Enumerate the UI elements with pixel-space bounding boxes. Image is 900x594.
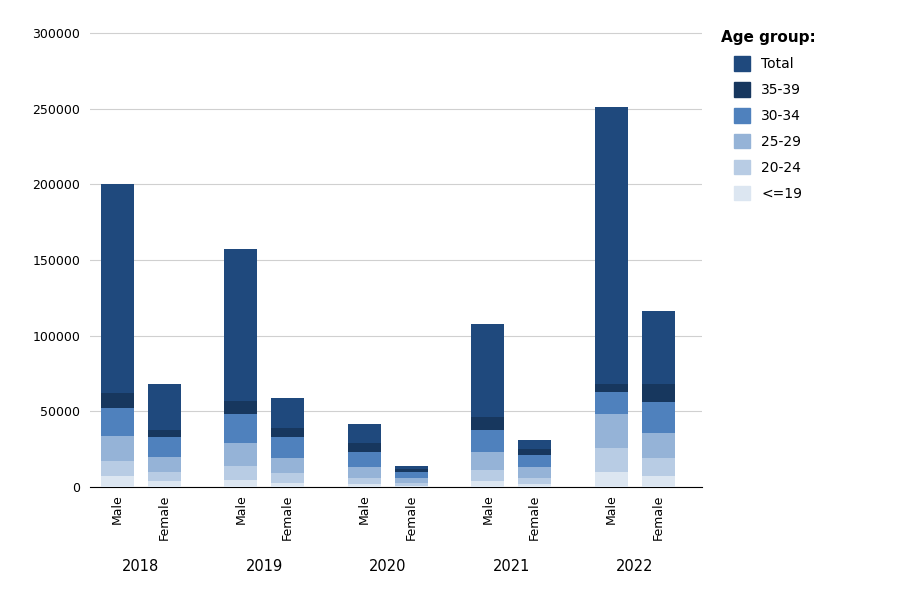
Text: 2021: 2021 <box>492 560 530 574</box>
Text: 2022: 2022 <box>616 560 653 574</box>
Bar <box>595 448 628 472</box>
Bar <box>101 462 134 476</box>
Bar <box>518 449 551 455</box>
Bar <box>224 249 257 401</box>
Text: 2019: 2019 <box>246 560 283 574</box>
Bar <box>642 384 675 402</box>
Bar <box>271 428 304 437</box>
Bar <box>148 481 181 487</box>
Bar <box>148 384 181 429</box>
Bar <box>348 424 381 443</box>
Bar <box>472 481 504 487</box>
Bar <box>518 467 551 478</box>
Bar <box>348 467 381 478</box>
Bar <box>394 478 428 482</box>
Bar <box>224 479 257 487</box>
Bar <box>518 484 551 487</box>
Bar <box>271 473 304 482</box>
Bar <box>394 469 428 472</box>
Bar <box>348 484 381 487</box>
Bar <box>472 324 504 418</box>
Bar <box>394 482 428 485</box>
Bar <box>642 432 675 459</box>
Bar <box>472 452 504 470</box>
Bar <box>224 401 257 415</box>
Bar <box>148 437 181 457</box>
Bar <box>595 391 628 415</box>
Bar <box>595 107 628 384</box>
Text: 2020: 2020 <box>369 560 407 574</box>
Legend: Total, 35-39, 30-34, 25-29, 20-24, <=19: Total, 35-39, 30-34, 25-29, 20-24, <=19 <box>716 25 821 206</box>
Bar <box>271 482 304 487</box>
Bar <box>348 452 381 467</box>
Bar <box>148 429 181 437</box>
Bar <box>271 437 304 459</box>
Bar <box>642 459 675 476</box>
Bar <box>518 478 551 484</box>
Bar <box>148 472 181 481</box>
Bar <box>595 472 628 487</box>
Bar <box>394 485 428 487</box>
Bar <box>348 443 381 452</box>
Bar <box>595 384 628 391</box>
Bar <box>394 466 428 469</box>
Bar <box>101 435 134 462</box>
Bar <box>101 393 134 408</box>
Bar <box>148 457 181 472</box>
Bar <box>642 476 675 487</box>
Bar <box>472 418 504 429</box>
Bar <box>472 470 504 481</box>
Bar <box>348 478 381 484</box>
Bar <box>271 459 304 473</box>
Bar <box>642 311 675 384</box>
Bar <box>101 408 134 435</box>
Bar <box>642 402 675 432</box>
Bar <box>271 398 304 428</box>
Bar <box>224 466 257 479</box>
Bar <box>518 440 551 449</box>
Bar <box>101 184 134 393</box>
Bar <box>224 415 257 443</box>
Bar <box>518 455 551 467</box>
Bar <box>224 443 257 466</box>
Text: 2018: 2018 <box>122 560 159 574</box>
Bar <box>101 476 134 487</box>
Bar <box>472 429 504 452</box>
Bar <box>595 415 628 448</box>
Bar <box>394 472 428 478</box>
